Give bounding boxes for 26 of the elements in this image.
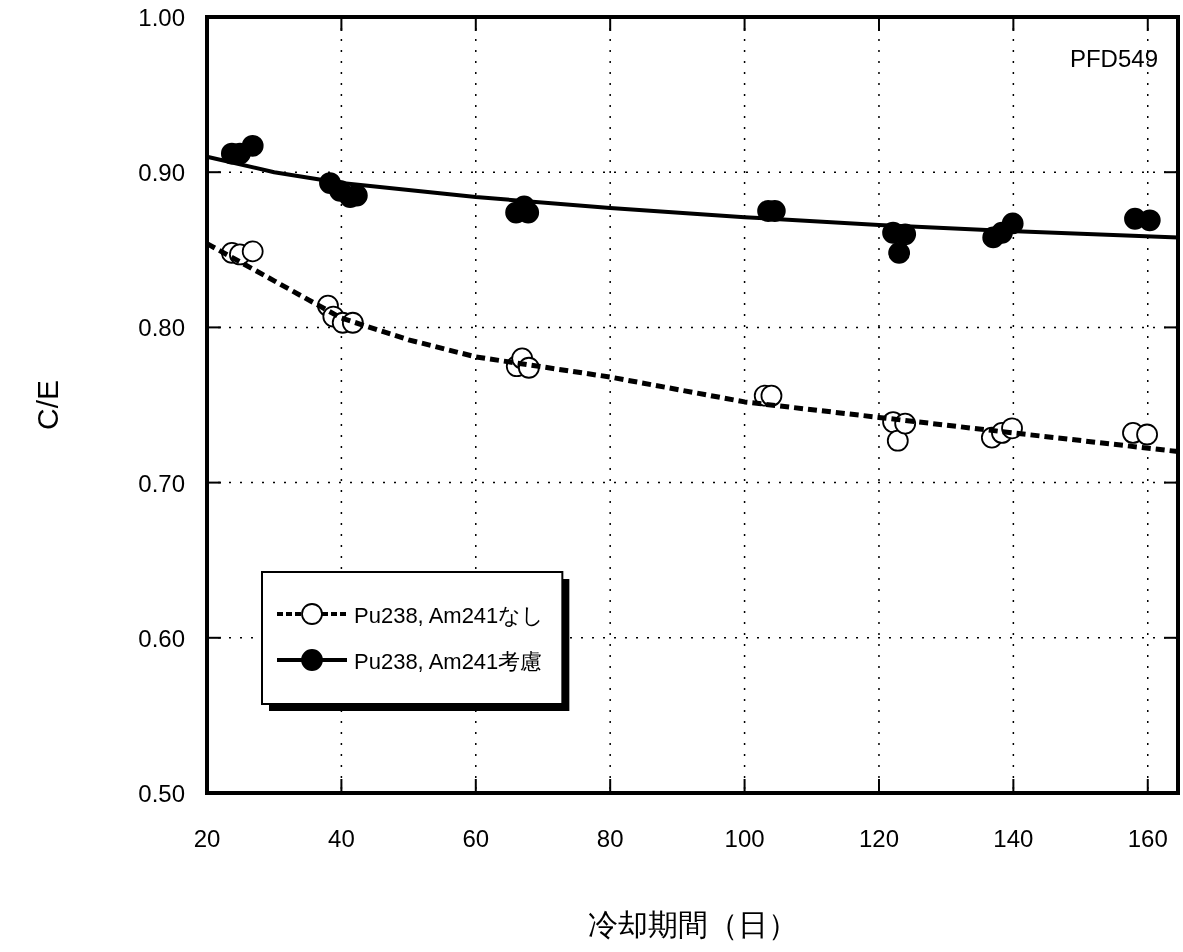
x-tick-label: 60 <box>462 825 490 852</box>
x-tick-label: 120 <box>858 825 899 852</box>
y-tick-label: 0.50 <box>138 780 185 807</box>
x-tick-label: 160 <box>1127 825 1168 852</box>
x-tick-label: 40 <box>328 825 355 852</box>
x-tick-label: 20 <box>193 825 221 852</box>
point <box>760 384 783 407</box>
point <box>886 429 909 452</box>
y-axis-title: C/E <box>31 379 64 431</box>
y-tick-label: 1.00 <box>138 4 185 31</box>
point <box>1136 423 1158 446</box>
annotation: PFD549 <box>1069 45 1158 72</box>
legend-label: Pu238, Am241考慮 <box>354 649 543 674</box>
point <box>241 134 264 157</box>
y-tick-label: 0.70 <box>138 469 185 497</box>
x-axis-title: 冷却期間（日） <box>587 908 798 941</box>
x-tick-label: 100 <box>724 825 765 852</box>
point <box>888 242 911 264</box>
y-tick-label: 0.60 <box>138 624 185 652</box>
legend-label: Pu238, Am241なし <box>354 603 545 628</box>
x-tick-label: 140 <box>993 825 1034 852</box>
y-tick-label: 0.80 <box>138 314 185 342</box>
point <box>241 240 264 263</box>
x-tick-label: 80 <box>596 825 624 852</box>
y-tick-label: 0.90 <box>138 159 185 187</box>
point <box>1138 209 1161 232</box>
